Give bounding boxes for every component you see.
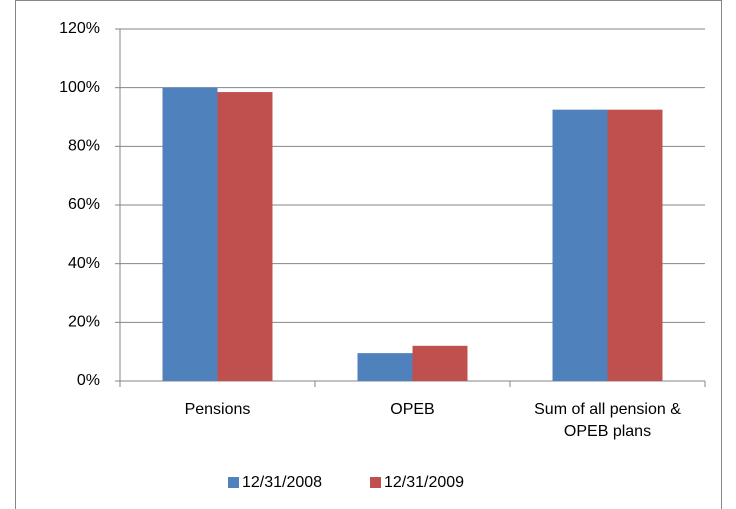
bar [357, 353, 413, 381]
legend-label: 12/31/2008 [242, 474, 322, 491]
y-tick-label: 20% [68, 314, 100, 331]
y-tick-label: 80% [68, 138, 100, 155]
y-tick-label: 100% [59, 79, 100, 96]
y-tick-label: 120% [59, 20, 100, 37]
legend-label: 12/31/2009 [384, 474, 464, 491]
legend-swatch [228, 477, 239, 488]
bar [162, 87, 218, 382]
x-tick-label: OPEB [390, 401, 435, 418]
x-tick-label: Sum of all pension & OPEB plans [534, 401, 681, 440]
bar [552, 109, 608, 382]
bar [412, 345, 468, 381]
bar [217, 92, 273, 382]
x-tick-label: Pensions [184, 401, 251, 418]
legend-swatch [370, 477, 381, 488]
bar [607, 109, 663, 382]
y-tick-label: 0% [77, 372, 100, 389]
y-tick-label: 40% [68, 255, 100, 272]
y-tick-label: 60% [68, 196, 100, 213]
